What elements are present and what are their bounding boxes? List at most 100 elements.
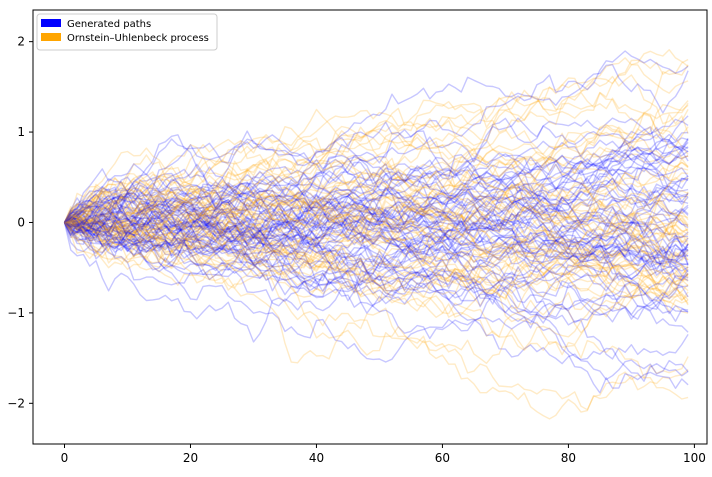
path-line-generated-33 — [63, 117, 689, 242]
path-line-ou-57 — [64, 113, 689, 226]
path-line-ou-13 — [64, 138, 689, 242]
path-line-generated-48 — [63, 202, 689, 280]
path-line-ou-56 — [64, 207, 689, 284]
path-line-generated-30 — [64, 189, 689, 281]
path-line-ou-43 — [64, 202, 689, 291]
path-line-ou-6 — [64, 157, 689, 252]
y-tick-label: −1 — [7, 306, 25, 320]
path-line-ou-47 — [64, 201, 689, 291]
path-line-generated-27 — [63, 150, 689, 251]
path-line-generated-35 — [63, 185, 689, 340]
path-line-ou-62 — [63, 157, 689, 277]
path-line-ou-44 — [64, 192, 689, 304]
path-line-generated-25 — [64, 216, 689, 297]
path-line-generated-56 — [63, 63, 689, 223]
x-tick-label: 60 — [435, 451, 450, 465]
path-line-generated-55 — [63, 154, 689, 244]
path-line-generated-37 — [64, 188, 689, 382]
path-line-generated-7 — [63, 212, 689, 333]
path-line-ou-33 — [63, 180, 689, 288]
paths-layer — [63, 49, 689, 420]
path-line-ou-35 — [63, 152, 689, 236]
path-line-generated-38 — [64, 184, 689, 269]
plot-background — [33, 10, 707, 444]
path-line-ou-22 — [64, 192, 689, 297]
path-line-ou-40 — [64, 176, 689, 269]
path-line-generated-54 — [63, 138, 689, 223]
path-line-ou-52 — [63, 184, 689, 304]
path-line-ou-46 — [64, 186, 689, 256]
path-line-generated-34 — [64, 212, 689, 312]
path-line-ou-48 — [63, 181, 689, 254]
path-line-ou-12 — [63, 177, 689, 260]
path-line-generated-22 — [63, 206, 689, 320]
y-tick-label: −2 — [7, 396, 25, 410]
path-line-ou-27 — [63, 200, 689, 271]
path-line-generated-10 — [64, 131, 689, 273]
path-line-ou-1 — [64, 217, 689, 292]
legend: Generated paths Ornstein–Uhlenbeck proces… — [36, 13, 218, 51]
path-line-generated-50 — [64, 219, 689, 324]
path-line-ou-59 — [63, 196, 689, 306]
path-line-generated-6 — [64, 183, 689, 238]
legend-label: Ornstein–Uhlenbeck process — [67, 33, 209, 44]
path-line-ou-14 — [63, 202, 689, 411]
path-line-ou-39 — [64, 111, 689, 224]
path-line-generated-8 — [64, 164, 689, 253]
path-line-ou-53 — [63, 119, 689, 223]
path-line-generated-1 — [64, 186, 689, 268]
path-line-ou-31 — [64, 185, 689, 283]
path-line-generated-57 — [63, 212, 689, 271]
path-line-ou-0 — [64, 193, 689, 256]
path-line-ou-25 — [64, 221, 689, 308]
path-line-ou-18 — [64, 57, 689, 229]
path-line-generated-46 — [64, 120, 689, 234]
path-line-generated-49 — [63, 176, 689, 314]
path-line-generated-41 — [64, 117, 689, 235]
path-line-generated-4 — [64, 185, 689, 292]
legend-swatch — [41, 19, 61, 27]
path-line-generated-61 — [64, 200, 689, 282]
path-line-generated-42 — [64, 177, 689, 240]
path-line-generated-17 — [64, 152, 689, 234]
path-line-ou-50 — [64, 189, 689, 309]
path-line-generated-43 — [64, 204, 689, 257]
path-line-generated-52 — [64, 193, 689, 281]
legend-swatch — [41, 33, 61, 41]
path-line-ou-34 — [64, 212, 689, 299]
path-line-ou-4 — [64, 221, 689, 356]
path-line-generated-13 — [64, 147, 689, 270]
path-line-generated-26 — [63, 151, 689, 241]
path-line-ou-5 — [64, 220, 689, 313]
path-line-ou-23 — [64, 58, 689, 270]
path-line-ou-19 — [63, 74, 689, 223]
path-line-generated-20 — [63, 139, 689, 255]
path-line-ou-10 — [64, 194, 689, 420]
path-line-generated-0 — [64, 206, 689, 254]
path-line-ou-21 — [64, 103, 689, 244]
x-tick-label: 80 — [561, 451, 576, 465]
path-line-ou-26 — [63, 147, 689, 236]
plot-frame — [32, 9, 708, 445]
path-line-ou-29 — [64, 109, 689, 260]
y-tick-label: 0 — [17, 215, 25, 229]
path-line-ou-49 — [64, 180, 689, 259]
path-line-generated-5 — [64, 177, 689, 257]
path-line-generated-31 — [64, 209, 689, 269]
path-line-ou-15 — [64, 201, 689, 285]
path-line-generated-12 — [63, 222, 689, 363]
x-tick-label: 20 — [183, 451, 198, 465]
path-line-ou-9 — [64, 132, 689, 256]
path-line-ou-55 — [64, 49, 689, 226]
path-line-ou-2 — [63, 221, 689, 298]
path-line-ou-54 — [64, 215, 689, 299]
path-line-generated-19 — [64, 211, 689, 286]
path-line-ou-3 — [64, 156, 689, 292]
path-line-generated-15 — [63, 115, 689, 343]
path-line-ou-16 — [64, 177, 689, 245]
y-tick-label: 1 — [17, 125, 25, 139]
path-line-generated-21 — [63, 185, 689, 286]
path-line-generated-16 — [63, 193, 689, 282]
x-tick-label: 40 — [309, 451, 324, 465]
path-line-generated-32 — [63, 205, 689, 394]
